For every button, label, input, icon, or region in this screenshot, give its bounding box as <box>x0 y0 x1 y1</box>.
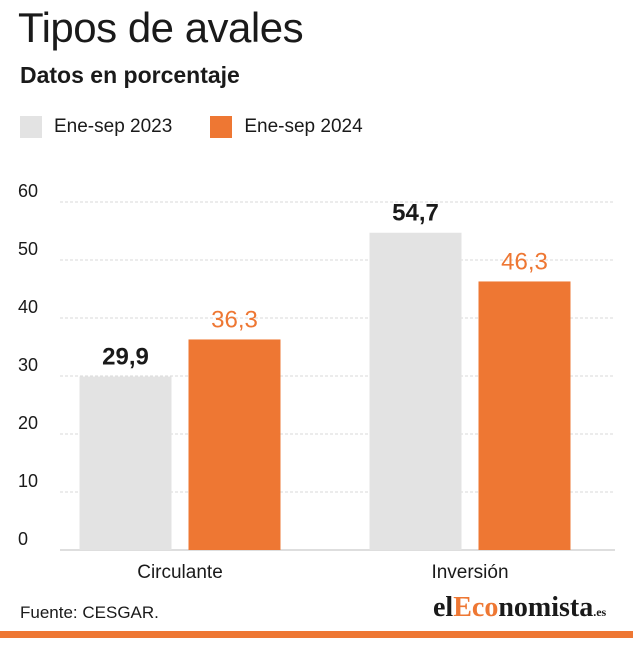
legend-item-2024: Ene-sep 2024 <box>210 116 363 138</box>
logo-tld: .es <box>593 605 607 619</box>
logo-rest: nomista <box>498 592 594 623</box>
logo-prefix: el <box>433 592 454 623</box>
page-subtitle: Datos en porcentaje <box>20 62 240 88</box>
data-label: 29,9 <box>102 344 149 371</box>
bar-chart: 0 10 20 30 40 50 60 29,9 36,3 Circulante 54,7 46,3 I… <box>18 181 615 583</box>
logo-accent: Eco <box>453 592 499 623</box>
source-note: Fuente: CESGAR. <box>20 603 159 622</box>
legend-swatch-2024 <box>210 116 233 138</box>
legend: Ene-sep 2023 Ene-sep 2024 <box>20 116 401 138</box>
y-tick-label: 40 <box>18 297 38 317</box>
legend-label-2023: Ene-sep 2023 <box>54 116 173 137</box>
y-tick-label: 60 <box>18 181 38 201</box>
data-label: 46,3 <box>501 248 548 275</box>
bar-2024-circulante <box>188 339 281 550</box>
y-tick-label: 30 <box>18 355 38 375</box>
x-category-label: Inversión <box>431 562 508 583</box>
page-title: Tipos de avales <box>18 4 304 51</box>
y-tick-label: 20 <box>18 413 38 433</box>
bar-2023-inversion <box>369 232 462 551</box>
y-tick-label: 10 <box>18 471 38 491</box>
eleconomista-logo: elEconomista.es <box>433 592 606 624</box>
bar-2023-circulante <box>79 376 172 550</box>
data-label: 54,7 <box>392 200 439 227</box>
legend-item-2023: Ene-sep 2023 <box>20 116 172 138</box>
bar-2024-inversion <box>478 281 571 550</box>
legend-label-2024: Ene-sep 2024 <box>244 116 363 137</box>
data-label: 36,3 <box>211 306 258 333</box>
x-category-label: Circulante <box>137 562 223 583</box>
y-tick-label: 0 <box>18 529 28 549</box>
legend-swatch-2023 <box>20 116 42 138</box>
bottom-accent-rule <box>0 631 633 638</box>
y-tick-label: 50 <box>18 239 38 259</box>
